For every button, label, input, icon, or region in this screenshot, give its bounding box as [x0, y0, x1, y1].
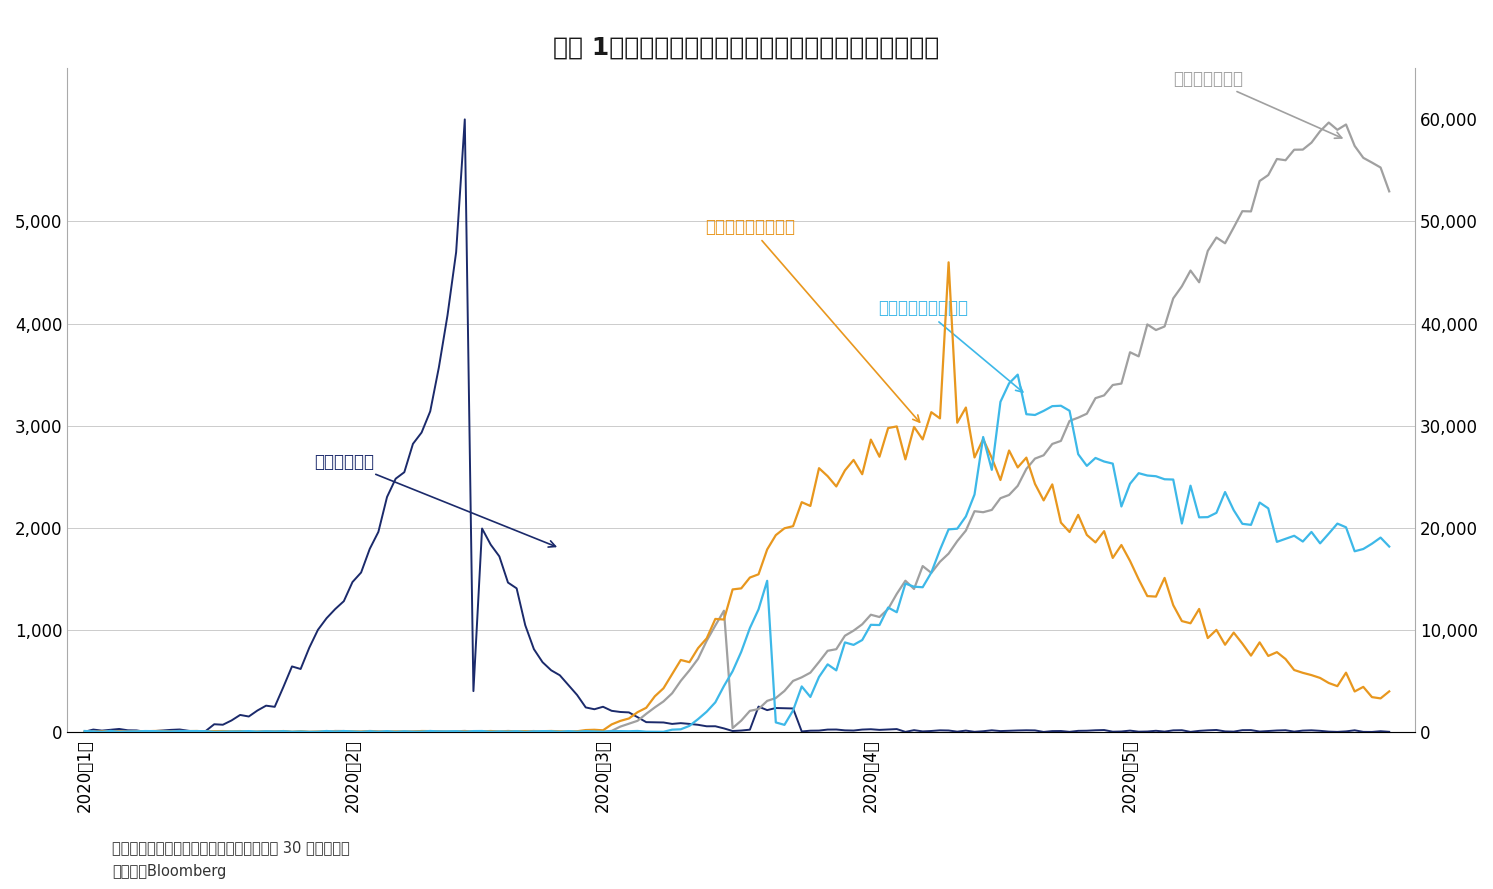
Text: （出所）Bloomberg: （出所）Bloomberg [112, 864, 227, 879]
Text: 欧州先進国（右軸）: 欧州先進国（右軸） [705, 218, 920, 422]
Text: （注）新型コロナウイルス感染者数の上位 30 ヵ国を分類: （注）新型コロナウイルス感染者数の上位 30 ヵ国を分類 [112, 840, 349, 855]
Text: 図表 1：新型コロナウイルス感染者数の推移（前日比）: 図表 1：新型コロナウイルス感染者数の推移（前日比） [554, 36, 939, 60]
Text: 中国（左軸）: 中国（左軸） [314, 453, 555, 547]
Text: 北米先進国（右軸）: 北米先進国（右軸） [878, 300, 1023, 392]
Text: 新興国（右軸）: 新興国（右軸） [1173, 69, 1342, 139]
